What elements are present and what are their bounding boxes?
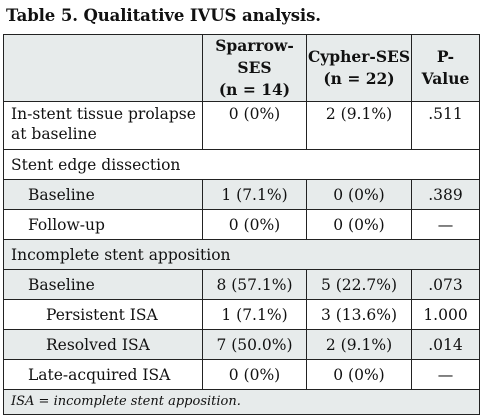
table-row-isa-late: Late-acquired ISA 0 (0%) 0 (0%) —: [3, 359, 480, 390]
header-cypher-name: Cypher-SES: [307, 47, 411, 66]
cell-sparrow: 1 (7.1%): [202, 179, 307, 210]
cell-p-value: —: [411, 359, 480, 390]
row-label: Baseline: [3, 269, 203, 300]
header-cypher: Cypher-SES (n = 22): [306, 34, 412, 102]
table-row-isa-baseline: Baseline 8 (57.1%) 5 (22.7%) .073: [3, 269, 480, 300]
cell-cypher: 3 (13.6%): [306, 299, 412, 330]
header-sparrow: Sparrow-SES (n = 14): [202, 34, 307, 102]
cell-sparrow: 0 (0%): [202, 359, 307, 390]
cell-sparrow: 7 (50.0%): [202, 329, 307, 360]
table-row-isa-resolved: Resolved ISA 7 (50.0%) 2 (9.1%) .014: [3, 329, 480, 360]
table-row-edge-baseline: Baseline 1 (7.1%) 0 (0%) .389: [3, 179, 480, 210]
header-p-line2: Value: [421, 69, 470, 88]
cell-cypher: 2 (9.1%): [306, 101, 412, 150]
cell-sparrow: 0 (0%): [202, 101, 307, 150]
row-label: Baseline: [3, 179, 203, 210]
row-label: In-stent tissue prolapse at baseline: [3, 101, 203, 150]
cell-cypher: 5 (22.7%): [306, 269, 412, 300]
section-row-edge-dissection: Stent edge dissection: [3, 149, 480, 180]
header-blank-cell: [3, 34, 203, 102]
cell-p-value: .073: [411, 269, 480, 300]
row-label: Persistent ISA: [3, 299, 203, 330]
table-row-isa-persistent: Persistent ISA 1 (7.1%) 3 (13.6%) 1.000: [3, 299, 480, 330]
header-cypher-n: (n = 22): [323, 69, 395, 88]
table-row-edge-followup: Follow-up 0 (0%) 0 (0%) —: [3, 209, 480, 240]
header-p-line1: P-: [436, 47, 455, 66]
cell-sparrow: 1 (7.1%): [202, 299, 307, 330]
cell-cypher: 0 (0%): [306, 359, 412, 390]
header-sparrow-n: (n = 14): [218, 80, 291, 99]
cell-p-value: .389: [411, 179, 480, 210]
row-label-line1: In-stent tissue prolapse: [11, 105, 196, 123]
cell-sparrow: 8 (57.1%): [202, 269, 307, 300]
section-row-incomplete-apposition: Incomplete stent apposition: [3, 239, 480, 270]
cell-p-value: 1.000: [411, 299, 480, 330]
row-label: Resolved ISA: [3, 329, 203, 360]
cell-p-value: .014: [411, 329, 480, 360]
header-row: Sparrow-SES (n = 14) Cypher-SES (n = 22)…: [3, 34, 480, 102]
cell-cypher: 0 (0%): [306, 179, 412, 210]
cell-cypher: 2 (9.1%): [306, 329, 412, 360]
row-label: Follow-up: [3, 209, 203, 240]
header-p-value: P- Value: [411, 34, 480, 102]
table-caption: Table 5. Qualitative IVUS analysis.: [6, 6, 321, 25]
section-label: Stent edge dissection: [3, 149, 480, 180]
row-label: Late-acquired ISA: [3, 359, 203, 390]
row-label-line2: at baseline: [11, 125, 97, 143]
cell-sparrow: 0 (0%): [202, 209, 307, 240]
cell-p-value: —: [411, 209, 480, 240]
table-row-prolapse: In-stent tissue prolapse at baseline 0 (…: [3, 101, 480, 150]
cell-cypher: 0 (0%): [306, 209, 412, 240]
header-sparrow-name: Sparrow-SES: [215, 36, 294, 77]
section-label: Incomplete stent apposition: [3, 239, 480, 270]
ivus-table: Sparrow-SES (n = 14) Cypher-SES (n = 22)…: [3, 34, 480, 415]
cell-p-value: .511: [411, 101, 480, 150]
